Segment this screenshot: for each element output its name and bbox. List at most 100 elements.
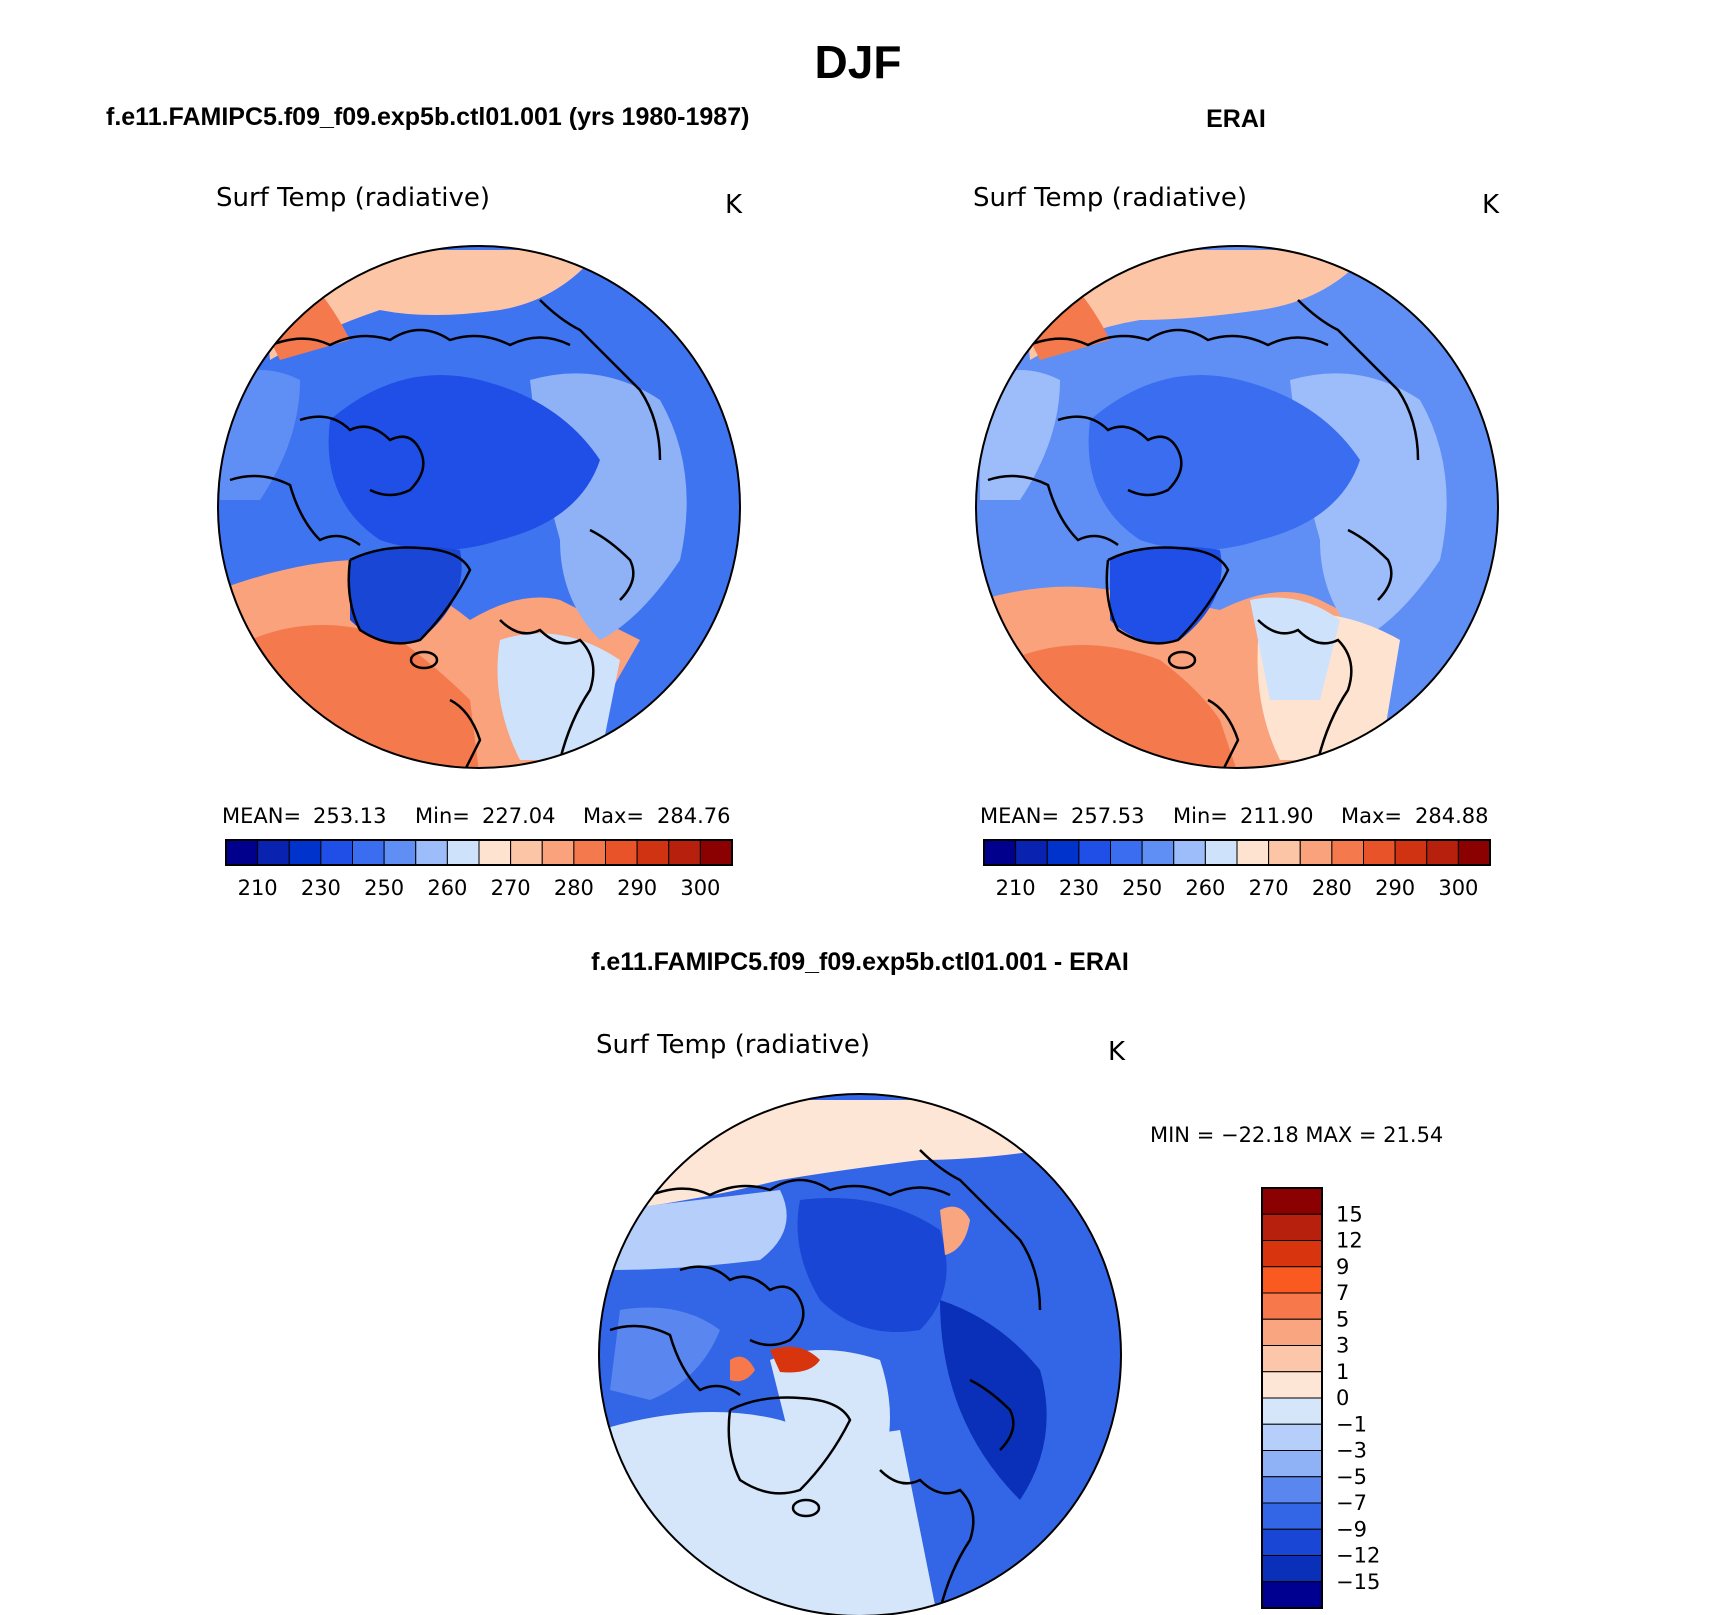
colorbar-swatch	[1394, 839, 1428, 866]
colorbar-tick-label: 15	[1336, 1202, 1363, 1226]
colorbar-tick-label: 260	[1185, 876, 1225, 900]
colorbar-tick-label: 280	[1312, 876, 1352, 900]
warm-anomaly-baffin	[730, 1356, 755, 1382]
colorbar-swatch	[415, 839, 448, 866]
panel-erai: ERAI Surf Temp (radiative) K	[973, 105, 1500, 900]
panel-erai-variable: Surf Temp (radiative)	[973, 183, 1247, 213]
polar-map-erai-border	[975, 245, 1499, 769]
colorbar-swatch	[1204, 839, 1238, 866]
colorbar-tick-label: 7	[1336, 1281, 1349, 1305]
stat-mean-label: MEAN=	[222, 804, 301, 828]
colorbar-swatch	[1173, 839, 1206, 866]
warm-anomaly-archipelago	[770, 1346, 820, 1373]
coastlines	[609, 1149, 1042, 1611]
colorbar-tick-label: 300	[1438, 876, 1478, 900]
colorbar-tick-label: 280	[554, 876, 594, 900]
colorbar-swatch	[573, 839, 606, 866]
cool-region-europe	[497, 633, 620, 760]
cold-region-arctic	[1088, 375, 1360, 550]
colorbar-swatch	[668, 839, 701, 866]
colorbar-swatch	[1268, 839, 1301, 866]
colorbar-swatch	[1261, 1476, 1323, 1504]
cool-region-north-america	[980, 370, 1060, 500]
colorbar-tick-label: 260	[427, 876, 467, 900]
stat-max-value: 284.88	[1415, 804, 1488, 828]
colorbar-tick-label: 3	[1336, 1334, 1349, 1358]
colorbar-swatch	[1236, 839, 1270, 866]
panel-diff-heading: f.e11.FAMIPC5.f09_f09.exp5b.ctl01.001 - …	[591, 948, 1129, 976]
panel-diff: f.e11.FAMIPC5.f09_f09.exp5b.ctl01.001 - …	[591, 948, 1443, 1615]
colorbar-tick-label: −7	[1336, 1491, 1367, 1515]
colorbar-tick-label: 210	[996, 876, 1036, 900]
colorbar-swatch	[257, 839, 290, 866]
polar-map-model-border	[217, 245, 741, 769]
colorbar-swatch	[1110, 839, 1143, 866]
colorbar-swatch	[1261, 1292, 1323, 1320]
stat-max-label: Max=	[1341, 804, 1402, 828]
colorbar-tick-label: 230	[1059, 876, 1099, 900]
panel-model-variable: Surf Temp (radiative)	[216, 183, 490, 213]
colorbar-swatch	[605, 839, 638, 866]
colorbar-tick-label: 5	[1336, 1307, 1349, 1331]
colorbar-swatch	[320, 839, 353, 866]
panel-erai-heading: ERAI	[1206, 105, 1266, 133]
colorbar-swatch	[1078, 839, 1111, 866]
panel-model-heading: f.e11.FAMIPC5.f09_f09.exp5b.ctl01.001 (y…	[106, 103, 749, 131]
colorbar-swatch	[1457, 839, 1491, 866]
colorbar-swatch	[1363, 839, 1396, 866]
colorbar-swatch	[1261, 1502, 1323, 1530]
colorbar-swatch	[983, 839, 1017, 866]
panel-diff-minmax: MIN = −22.18 MAX = 21.54	[1150, 1123, 1443, 1147]
colorbar-tick-label: −1	[1336, 1412, 1367, 1436]
colorbar-swatch	[288, 839, 322, 866]
colorbar-swatch	[383, 839, 417, 866]
panel-erai-units: K	[1482, 190, 1500, 220]
coastlines	[229, 299, 662, 768]
light-region-europe	[770, 1350, 890, 1480]
cool-region-scandinavia	[1250, 597, 1340, 700]
colorbar-tick-label: 270	[1249, 876, 1289, 900]
colorbar-swatch	[541, 839, 575, 866]
stat-min-label: Min=	[1173, 804, 1228, 828]
colorbar-tick-label: −3	[1336, 1439, 1367, 1463]
colorbar-swatch	[1261, 1450, 1323, 1478]
colorbar-swatch	[1261, 1423, 1323, 1451]
panel-model-units: K	[725, 190, 743, 220]
colorbar-tick-label: 12	[1336, 1229, 1363, 1253]
colorbar-swatch	[1331, 839, 1364, 866]
colorbar-swatch	[1141, 839, 1175, 866]
colorbar-tick-label: 300	[680, 876, 720, 900]
colorbar-tick-label: 1	[1336, 1360, 1349, 1384]
colorbar-tick-label: 290	[617, 876, 657, 900]
cold-region-arctic-basin	[797, 1198, 947, 1332]
colorbar-swatch	[1261, 1240, 1323, 1268]
polar-map-diff-border	[598, 1093, 1122, 1615]
polar-map-model	[218, 246, 740, 768]
colorbar-swatch	[478, 839, 512, 866]
colorbar-swatch	[1261, 1528, 1323, 1556]
colorbar-frame	[225, 839, 733, 866]
colorbar-frame	[983, 839, 1491, 866]
colorbar-tick-label: 250	[364, 876, 404, 900]
colorbar-swatch	[510, 839, 543, 866]
colorbar-swatch	[1046, 839, 1080, 866]
colorbar-swatch	[1261, 1213, 1323, 1241]
colorbar-swatch	[699, 839, 733, 866]
coastlines	[987, 299, 1420, 768]
warm-anomaly-bering	[940, 1206, 970, 1255]
colorbar-tick-label: 230	[301, 876, 341, 900]
stat-mean-value: 253.13	[313, 804, 386, 828]
cold-region-arctic	[328, 375, 600, 550]
stat-min-value: 211.90	[1240, 804, 1313, 828]
panel-diff-variable: Surf Temp (radiative)	[596, 1030, 870, 1060]
colorbar-tick-label: 250	[1122, 876, 1162, 900]
panel-model: f.e11.FAMIPC5.f09_f09.exp5b.ctl01.001 (y…	[106, 103, 749, 900]
cool-region-canada	[610, 1307, 720, 1400]
colorbar-swatch	[225, 839, 259, 866]
neutral-region-atlantic	[600, 1412, 940, 1615]
panel-erai-stats: MEAN= 257.53 Min= 211.90 Max= 284.88	[980, 804, 1488, 828]
stat-max-value: 284.76	[657, 804, 730, 828]
colorbar-tick-label: −5	[1336, 1465, 1367, 1489]
stat-max-label: Max=	[583, 804, 644, 828]
